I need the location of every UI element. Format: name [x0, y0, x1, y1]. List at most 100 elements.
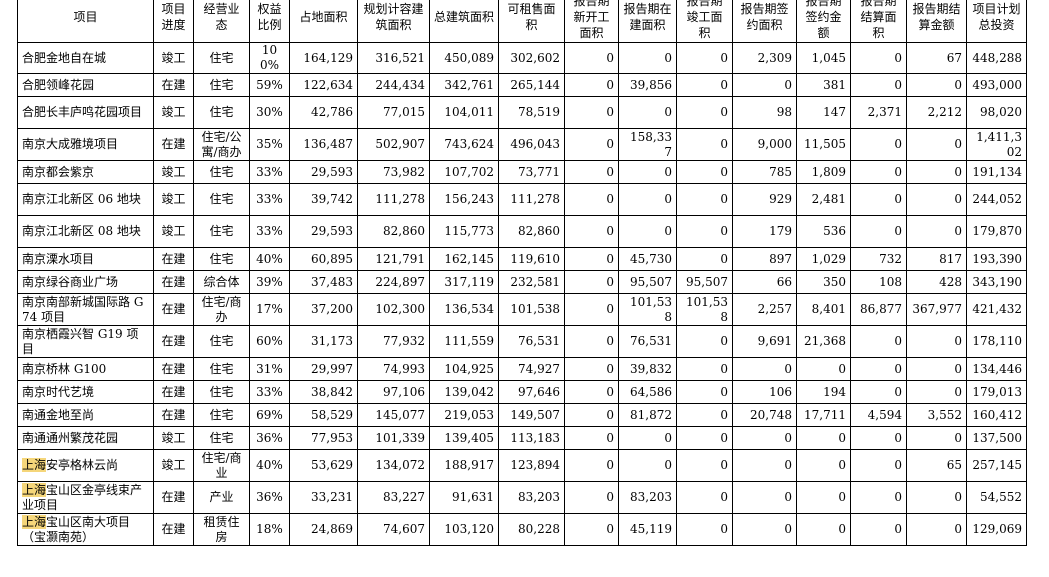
header-planned-investment: 项目计划总投资: [966, 0, 1027, 43]
contract-area-cell: 929: [732, 183, 797, 216]
total-gfa-cell: 139,405: [429, 426, 499, 450]
new-start-cell: 0: [564, 449, 619, 482]
settlement-area-cell: 0: [850, 42, 907, 74]
business-type-cell: 住宅: [193, 96, 250, 129]
investment-cell: 343,190: [966, 270, 1027, 294]
land-area-cell: 24,869: [289, 513, 358, 546]
contract-area-cell: 0: [732, 73, 797, 97]
total-gfa-cell: 136,534: [429, 293, 499, 326]
business-type-cell: 住宅: [193, 357, 250, 381]
project-name: 南京江北新区 06 地块: [22, 192, 141, 206]
project-name: 宝山区南大项目（宝灏南苑）: [22, 514, 131, 544]
project-name-cell: 上海宝山区金亭线束产业项目: [17, 481, 154, 514]
under-construction-cell: 0: [618, 42, 677, 74]
investment-cell: 54,552: [966, 481, 1027, 514]
contract-area-cell: 2,257: [732, 293, 797, 326]
leasable-area-cell: 113,183: [498, 426, 565, 450]
equity-cell: 36%: [249, 426, 290, 450]
progress-cell: 竣工: [153, 42, 194, 74]
project-name-cell: 南京时代艺境: [17, 380, 154, 404]
progress-cell: 竣工: [153, 160, 194, 184]
business-type-cell: 住宅/商业: [193, 449, 250, 482]
settlement-area-cell: 0: [850, 380, 907, 404]
settlement-area-cell: 0: [850, 357, 907, 381]
settlement-amount-cell: 0: [906, 357, 967, 381]
header-under-construction-area: 报告期在建面积: [618, 0, 677, 43]
new-start-cell: 0: [564, 96, 619, 129]
new-start-cell: 0: [564, 270, 619, 294]
investment-cell: 160,412: [966, 403, 1027, 427]
project-name-cell: 南京溧水项目: [17, 247, 154, 271]
project-name-cell: 南京江北新区 08 地块: [17, 215, 154, 248]
equity-cell: 60%: [249, 325, 290, 358]
investment-cell: 193,390: [966, 247, 1027, 271]
completed-cell: 0: [676, 247, 733, 271]
progress-cell: 竣工: [153, 215, 194, 248]
table-row: 南京桥林 G100 在建 住宅 31% 29,997 74,993 104,925 74,92…: [17, 357, 1027, 381]
total-gfa-cell: 111,559: [429, 325, 499, 358]
under-construction-cell: 158,337: [618, 128, 677, 161]
project-name-cell: 南京栖霞兴智 G19 项目: [17, 325, 154, 358]
planned-gfa-cell: 502,907: [357, 128, 430, 161]
progress-cell: 在建: [153, 403, 194, 427]
investment-cell: 179,013: [966, 380, 1027, 404]
header-project: 项目: [17, 0, 154, 43]
project-name: 南京时代艺境: [22, 384, 95, 399]
business-type-cell: 综合体: [193, 270, 250, 294]
table-row: 南通通州繁茂花园 竣工 住宅 36% 77,953 101,339 139,405 113,1…: [17, 426, 1027, 450]
business-type-cell: 住宅: [193, 215, 250, 248]
project-name: 合肥领峰花园: [22, 77, 95, 92]
planned-gfa-cell: 73,982: [357, 160, 430, 184]
project-name-cell: 南京桥林 G100: [17, 357, 154, 381]
table-row: 南京都会紫京 竣工 住宅 33% 29,593 73,982 107,702 73,771 0 0…: [17, 160, 1027, 184]
settlement-area-cell: 0: [850, 449, 907, 482]
business-type-cell: 产业: [193, 481, 250, 514]
equity-cell: 69%: [249, 403, 290, 427]
leasable-area-cell: 76,531: [498, 325, 565, 358]
completed-cell: 0: [676, 42, 733, 74]
planned-gfa-cell: 83,227: [357, 481, 430, 514]
leasable-area-cell: 78,519: [498, 96, 565, 129]
new-start-cell: 0: [564, 403, 619, 427]
header-land-area: 占地面积: [289, 0, 358, 43]
contract-amount-cell: 381: [796, 73, 851, 97]
settlement-amount-cell: 0: [906, 513, 967, 546]
table-row: 合肥领峰花园 在建 住宅 59% 122,634 244,434 342,761 265,14…: [17, 73, 1027, 97]
equity-cell: 33%: [249, 183, 290, 216]
new-start-cell: 0: [564, 42, 619, 74]
completed-cell: 0: [676, 215, 733, 248]
total-gfa-cell: 156,243: [429, 183, 499, 216]
land-area-cell: 38,842: [289, 380, 358, 404]
project-name: 南京桥林 G100: [22, 361, 107, 376]
equity-cell: 100%: [249, 42, 290, 74]
project-name: 安亭格林云尚: [46, 458, 119, 472]
progress-cell: 在建: [153, 325, 194, 358]
highlighted-city: 上海: [22, 458, 47, 472]
completed-cell: 0: [676, 96, 733, 129]
header-planned-gfa: 规划计容建筑面积: [357, 0, 430, 43]
business-type-cell: 住宅/公寓/商办: [193, 128, 250, 161]
contract-amount-cell: 1,045: [796, 42, 851, 74]
table-row: 南京南部新城国际路 G74 项目 在建 住宅/商办 17% 37,200 102,300 1…: [17, 293, 1027, 326]
settlement-area-cell: 0: [850, 73, 907, 97]
project-name-cell: 南京都会紫京: [17, 160, 154, 184]
under-construction-cell: 45,730: [618, 247, 677, 271]
table-row: 南京绿谷商业广场 在建 综合体 39% 37,483 224,897 317,119 232,…: [17, 270, 1027, 294]
planned-gfa-cell: 145,077: [357, 403, 430, 427]
header-total-gfa: 总建筑面积: [429, 0, 499, 43]
land-area-cell: 42,786: [289, 96, 358, 129]
investment-cell: 1,411,302: [966, 128, 1027, 161]
project-name: 南京南部新城国际路 G74 项目: [22, 294, 144, 324]
contract-area-cell: 66: [732, 270, 797, 294]
new-start-cell: 0: [564, 325, 619, 358]
total-gfa-cell: 188,917: [429, 449, 499, 482]
under-construction-cell: 76,531: [618, 325, 677, 358]
completed-cell: 0: [676, 481, 733, 514]
equity-cell: 18%: [249, 513, 290, 546]
contract-area-cell: 9,691: [732, 325, 797, 358]
total-gfa-cell: 107,702: [429, 160, 499, 184]
under-construction-cell: 0: [618, 96, 677, 129]
project-name: 南京绿谷商业广场: [22, 274, 119, 289]
settlement-area-cell: 0: [850, 513, 907, 546]
contract-amount-cell: 1,809: [796, 160, 851, 184]
